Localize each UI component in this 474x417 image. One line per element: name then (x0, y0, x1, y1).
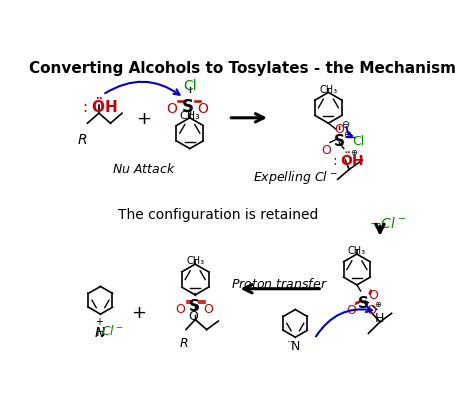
Text: O: O (189, 309, 199, 322)
Text: O: O (321, 144, 331, 157)
Text: O: O (366, 304, 376, 317)
Text: H: H (96, 327, 105, 339)
Text: O: O (368, 289, 378, 302)
Text: $\overset{+}{N}$: $\overset{+}{N}$ (94, 317, 107, 342)
Text: Converting Alcohols to Tosylates - the Mechanism: Converting Alcohols to Tosylates - the M… (29, 61, 456, 76)
Text: $:\mathbf{\ddot{O}H}$: $:\mathbf{\ddot{O}H}$ (330, 152, 364, 169)
Text: O: O (198, 103, 208, 116)
Text: CH₃: CH₃ (348, 246, 366, 256)
Text: ⊖: ⊖ (341, 120, 349, 130)
Text: $-Cl^-$: $-Cl^-$ (369, 216, 406, 231)
Text: $:\mathbf{\ddot{O}H}$: $:\mathbf{\ddot{O}H}$ (80, 96, 118, 116)
Text: O: O (203, 303, 213, 316)
Text: $Cl^-$: $Cl^-$ (101, 324, 125, 338)
Text: ⊕: ⊕ (374, 300, 381, 309)
Text: O: O (334, 123, 344, 136)
Text: $\mathit{R}$: $\mathit{R}$ (179, 337, 188, 350)
Text: $+$: $+$ (136, 110, 151, 128)
Text: Cl: Cl (352, 135, 365, 148)
Text: $\mathbf{S}$: $\mathbf{S}$ (181, 98, 194, 116)
Text: ⊕: ⊕ (344, 130, 352, 140)
Text: $\mathit{Nu\ Attack}$: $\mathit{Nu\ Attack}$ (112, 162, 175, 176)
Text: $\mathit{Expelling\ Cl^-}$: $\mathit{Expelling\ Cl^-}$ (253, 169, 337, 186)
Text: $\mathit{Proton\ transfer}$: $\mathit{Proton\ transfer}$ (231, 277, 328, 291)
Text: $\mathbf{S}$: $\mathbf{S}$ (333, 133, 345, 149)
Text: Cl: Cl (183, 79, 197, 93)
Text: O: O (167, 103, 178, 116)
Text: O: O (346, 304, 356, 317)
Text: $\mathit{R}$: $\mathit{R}$ (77, 133, 87, 147)
Text: ⊕: ⊕ (350, 148, 357, 157)
Text: $+$: $+$ (131, 304, 146, 322)
Text: ··: ·· (286, 337, 293, 347)
Text: CH₃: CH₃ (319, 85, 337, 95)
Text: O: O (175, 303, 185, 316)
Text: H: H (374, 312, 384, 325)
Text: $\mathbf{S}$: $\mathbf{S}$ (357, 295, 369, 311)
Text: CH₃: CH₃ (180, 111, 200, 121)
Text: N: N (291, 340, 300, 353)
Text: CH₃: CH₃ (186, 256, 204, 266)
Text: $\mathbf{S}$: $\mathbf{S}$ (188, 298, 200, 314)
Text: The configuration is retained: The configuration is retained (118, 208, 319, 222)
